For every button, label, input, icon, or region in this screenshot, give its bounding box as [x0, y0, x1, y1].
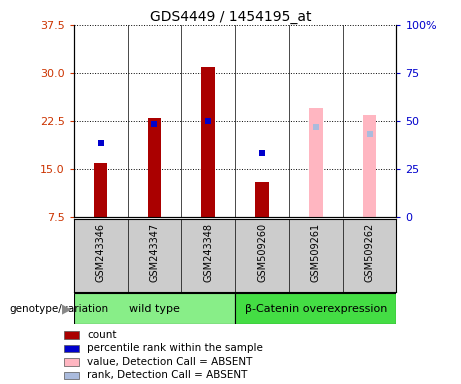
- Text: GDS4449 / 1454195_at: GDS4449 / 1454195_at: [150, 10, 311, 23]
- Text: GSM243347: GSM243347: [149, 223, 160, 281]
- Text: GSM509261: GSM509261: [311, 223, 321, 281]
- Bar: [148, 118, 161, 217]
- Text: ▶: ▶: [62, 302, 71, 315]
- Bar: [201, 66, 215, 217]
- Bar: [64, 345, 79, 352]
- Bar: [94, 162, 107, 217]
- Text: GSM509262: GSM509262: [365, 223, 375, 282]
- Text: genotype/variation: genotype/variation: [9, 303, 108, 314]
- Bar: [64, 358, 79, 366]
- Bar: [309, 108, 323, 217]
- Text: wild type: wild type: [129, 303, 180, 314]
- Bar: [363, 114, 376, 217]
- Text: value, Detection Call = ABSENT: value, Detection Call = ABSENT: [87, 357, 253, 367]
- Bar: [64, 331, 79, 339]
- Text: GSM243346: GSM243346: [95, 223, 106, 281]
- Bar: [235, 293, 396, 324]
- Bar: [255, 182, 269, 217]
- Text: count: count: [87, 330, 117, 340]
- Text: rank, Detection Call = ABSENT: rank, Detection Call = ABSENT: [87, 370, 248, 381]
- Bar: [64, 372, 79, 379]
- Bar: [74, 293, 235, 324]
- Text: GSM243348: GSM243348: [203, 223, 213, 281]
- Text: percentile rank within the sample: percentile rank within the sample: [87, 343, 263, 354]
- Text: GSM509260: GSM509260: [257, 223, 267, 281]
- Text: β-Catenin overexpression: β-Catenin overexpression: [245, 303, 387, 314]
